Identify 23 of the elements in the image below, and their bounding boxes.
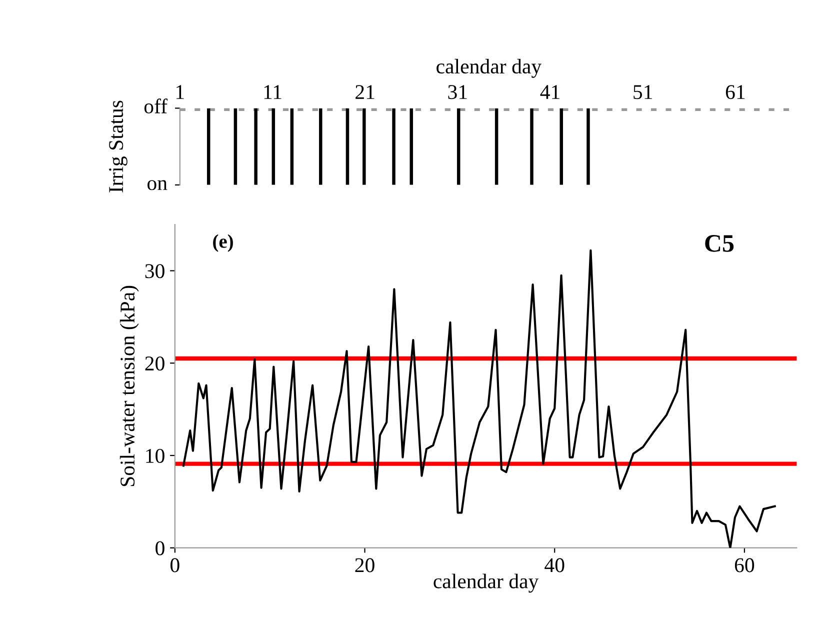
y-tick-label: 0 xyxy=(156,541,164,556)
y-axis-title: Irrig Status xyxy=(109,100,128,192)
x-tick-label: 61 xyxy=(726,85,745,100)
y-axis-title: Soil-water tension (kPa) xyxy=(120,286,139,486)
x-tick-label: 51 xyxy=(634,85,652,100)
x-tick-label: 60 xyxy=(734,558,754,572)
x-tick-label: 1 xyxy=(176,85,184,99)
annotation: C5 xyxy=(705,235,734,252)
x-tick-label: 40 xyxy=(544,558,564,572)
x-tick-label: 11 xyxy=(264,85,282,99)
y-tick-label: 30 xyxy=(145,264,164,278)
x-tick-label: 31 xyxy=(448,85,467,100)
x-tick-label: 41 xyxy=(540,85,560,99)
annotation: (e) xyxy=(213,234,233,252)
x-axis-title: calendar day xyxy=(434,574,539,593)
x-tick-label: 0 xyxy=(170,558,180,572)
x-tick-label: 20 xyxy=(355,558,374,572)
y-tick-label: 20 xyxy=(145,356,164,371)
text: off xyxy=(144,98,168,114)
x-tick-label: 21 xyxy=(356,85,374,99)
x-axis-title: calendar day xyxy=(436,58,542,78)
text: on xyxy=(148,180,168,190)
y-tick-label: 10 xyxy=(146,448,164,463)
